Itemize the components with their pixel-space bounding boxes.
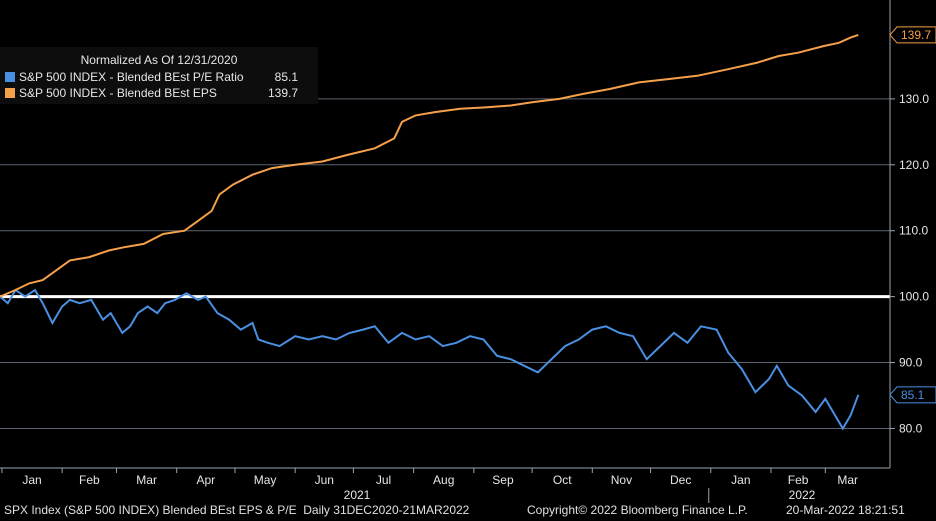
x-tick-label-month: Mar (837, 473, 858, 487)
legend-swatch-eps (5, 88, 15, 98)
footer-right: 20-Mar-2022 18:21:51 (786, 503, 905, 517)
x-tick-label-month: Jan (22, 473, 41, 487)
last-value-tag-1 (889, 26, 936, 44)
x-tick-label-month: Dec (670, 473, 691, 487)
x-tick-label-month: Mar (136, 473, 157, 487)
x-tick-label-month: Jul (376, 473, 391, 487)
last-value-tag-0 (889, 386, 936, 404)
legend-value-eps: 139.7 (267, 86, 298, 100)
footer-left: SPX Index (S&P 500 INDEX) Blended BEst E… (4, 503, 470, 517)
x-tick-label-month: Feb (788, 473, 809, 487)
y-tick-label: 100.0 (899, 290, 929, 304)
x-tick-label-month: Jun (315, 473, 334, 487)
y-axis: 130.0 120.0 110.0 100.0 90.0 80.0 (890, 92, 929, 435)
x-tick-label-month: Oct (553, 473, 572, 487)
x-year-label: 2022 (789, 488, 816, 502)
last-value-tags: 85.1 139.7 (889, 26, 936, 404)
legend-title: Normalized As Of 12/31/2020 (80, 53, 238, 67)
y-tick-label: 90.0 (899, 356, 923, 370)
last-value-label: 139.7 (901, 28, 931, 42)
x-tick-label-month: Nov (611, 473, 632, 487)
x-axis: Jan Feb Mar Apr May Jun Jul Aug Sep Oct Nov Dec Jan F… (1, 468, 858, 503)
footer-center: Copyright© 2022 Bloomberg Finance L.P. (527, 503, 748, 517)
gridlines (0, 98, 890, 429)
y-tick-label: 130.0 (899, 92, 929, 106)
x-tick-label-month: Jan (731, 473, 750, 487)
legend-swatch-pe (5, 72, 15, 82)
x-tick-label-month: Aug (433, 473, 454, 487)
y-tick-label: 80.0 (899, 421, 923, 435)
legend-item-pe: S&P 500 INDEX - Blended BEst P/E Ratio 8… (0, 69, 318, 85)
legend-label-eps: S&P 500 INDEX - Blended BEst EPS (19, 86, 217, 100)
legend-item-eps: S&P 500 INDEX - Blended BEst EPS 139.7 (0, 85, 318, 101)
x-tick-label-month: Apr (197, 473, 216, 487)
x-tick-label-month: Feb (79, 473, 100, 487)
y-tick-label: 110.0 (899, 224, 928, 238)
series-eps-line (0, 33, 859, 298)
x-tick-label-month: May (254, 473, 277, 487)
series-pe-ratio-line (0, 288, 860, 431)
last-value-label: 85.1 (901, 388, 925, 402)
y-tick-label: 120.0 (899, 158, 929, 172)
legend-value-pe: 85.1 (274, 70, 298, 84)
x-tick-label-month: Sep (492, 473, 514, 487)
legend-label-pe: S&P 500 INDEX - Blended BEst P/E Ratio (19, 70, 244, 84)
x-year-label: 2021 (344, 488, 371, 502)
legend: Normalized As Of 12/31/2020 S&P 500 INDE… (0, 47, 318, 104)
